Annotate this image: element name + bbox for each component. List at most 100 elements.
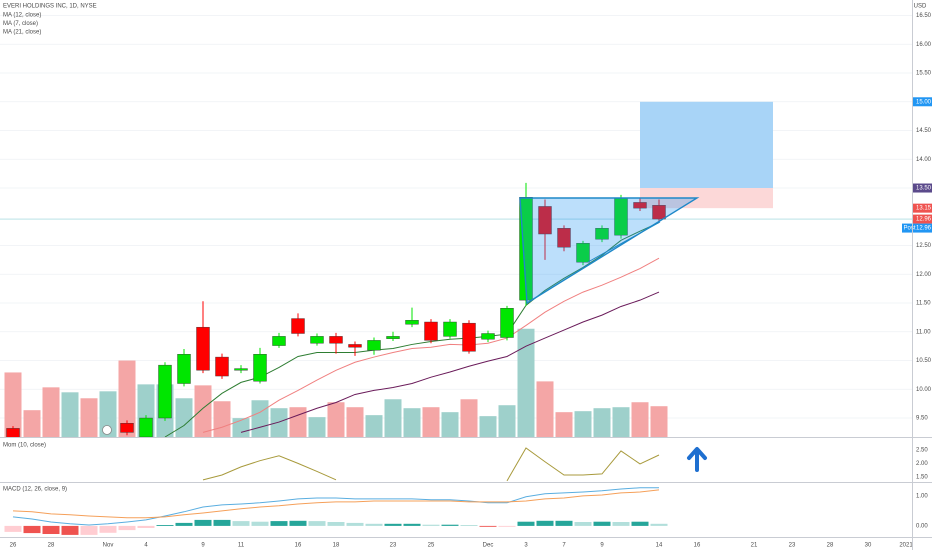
histogram-bar <box>99 525 117 533</box>
candle-body <box>272 336 286 346</box>
x-tick-label: 9 <box>201 543 205 549</box>
price-tag <box>913 203 932 213</box>
x-tick-label: 26 <box>10 543 17 549</box>
candle-body <box>177 354 191 384</box>
volume-bar <box>517 328 535 437</box>
histogram-bar <box>308 521 326 526</box>
dividend-icon[interactable] <box>102 425 112 435</box>
price-tag <box>913 214 932 224</box>
volume-bar <box>631 402 649 437</box>
candle-body <box>253 354 267 382</box>
x-tick-label: 23 <box>390 543 397 549</box>
y-tick-label: 16.00 <box>916 42 932 48</box>
volume-bar <box>251 400 269 437</box>
y-tick-label: 2.00 <box>916 461 928 467</box>
volume-bar <box>346 407 364 437</box>
histogram-bar <box>289 520 307 526</box>
histogram-bar <box>517 521 535 526</box>
post-tag-name: Post <box>904 226 916 232</box>
histogram-bar <box>4 525 22 532</box>
volume-bar <box>422 407 440 437</box>
x-tick-label: Nov <box>103 543 114 549</box>
x-tick-label: 30 <box>865 543 872 549</box>
volume-bar <box>327 402 345 437</box>
volume-bar <box>289 407 307 437</box>
candle-body <box>367 340 381 351</box>
candle-body <box>291 318 305 334</box>
mom-title: Mom (10, close) <box>3 443 46 449</box>
histogram-bar <box>422 524 440 526</box>
candle-body <box>139 417 153 437</box>
y-tick-label: 1.50 <box>916 474 928 480</box>
histogram-bar <box>555 520 573 526</box>
histogram-bar <box>80 525 98 535</box>
indicator-line <box>202 447 660 482</box>
volume-bar <box>384 399 402 437</box>
y-tick-label: 14.50 <box>916 128 932 134</box>
histogram-bar <box>498 525 516 527</box>
macd-title: MACD (12, 26, close, 9) <box>3 487 67 493</box>
candle-body <box>576 243 590 263</box>
volume-bar <box>99 391 117 437</box>
price-tag-label: 12.96 <box>916 217 932 223</box>
price-tag <box>913 183 932 193</box>
volume-bar <box>118 360 136 437</box>
volume-bar <box>232 418 250 437</box>
volume-bar <box>23 410 41 437</box>
candle-body <box>633 202 647 209</box>
histogram-bar <box>156 525 174 526</box>
x-tick-label: 18 <box>333 543 340 549</box>
candle-body <box>443 321 457 337</box>
candle-body <box>500 308 514 338</box>
x-tick-label: 14 <box>656 543 663 549</box>
price-tag-label: 13.50 <box>916 186 932 192</box>
currency-label: USD <box>914 4 927 10</box>
histogram-bar <box>137 525 155 528</box>
histogram-bar <box>384 523 402 526</box>
volume-bar <box>270 408 288 437</box>
candle-body <box>196 326 210 371</box>
candle-body <box>595 228 609 240</box>
histogram-bar <box>118 525 136 531</box>
volume-bar <box>612 407 630 437</box>
volume-bar <box>593 408 611 437</box>
volume-bar <box>479 416 497 437</box>
symbol-title: EVERI HOLDINGS INC, 1D, NYSE <box>3 4 97 10</box>
candle-body <box>329 336 343 344</box>
volume-bar <box>441 412 459 437</box>
histogram-bar <box>441 524 459 526</box>
x-tick-label: 11 <box>238 543 245 549</box>
candle-body <box>424 321 438 341</box>
histogram-bar <box>42 525 60 534</box>
volume-bar <box>80 398 98 437</box>
candle-body <box>652 205 666 220</box>
volume-bar <box>213 401 231 437</box>
y-tick-label: 11.50 <box>916 301 931 307</box>
candle-body <box>481 333 495 340</box>
volume-bar <box>42 387 60 437</box>
candle-body <box>158 364 172 419</box>
position-target <box>640 101 773 189</box>
indicator-line <box>12 487 659 526</box>
legend-ma7: MA (7, close) <box>3 21 38 27</box>
y-tick-label: 0.00 <box>916 523 928 529</box>
histogram-bar <box>232 521 250 526</box>
volume-bar <box>574 411 592 437</box>
histogram-bar <box>23 525 41 534</box>
post-tag <box>902 223 932 233</box>
up-arrow-drawing <box>687 447 707 472</box>
y-tick-label: 1.00 <box>916 493 928 499</box>
x-tick-label: 4 <box>144 543 148 549</box>
histogram-bar <box>536 520 554 526</box>
indicator-line <box>240 291 660 433</box>
volume-bar <box>4 372 22 437</box>
legend-ma12: MA (12, close) <box>3 13 41 19</box>
volume-bar <box>650 406 668 437</box>
volume-bar <box>460 399 478 437</box>
x-tick-label: 25 <box>428 543 435 549</box>
y-tick-label: 2.50 <box>916 447 928 453</box>
candle-body <box>519 197 533 301</box>
y-tick-label: 12.00 <box>916 272 932 278</box>
candle-body <box>462 322 476 352</box>
